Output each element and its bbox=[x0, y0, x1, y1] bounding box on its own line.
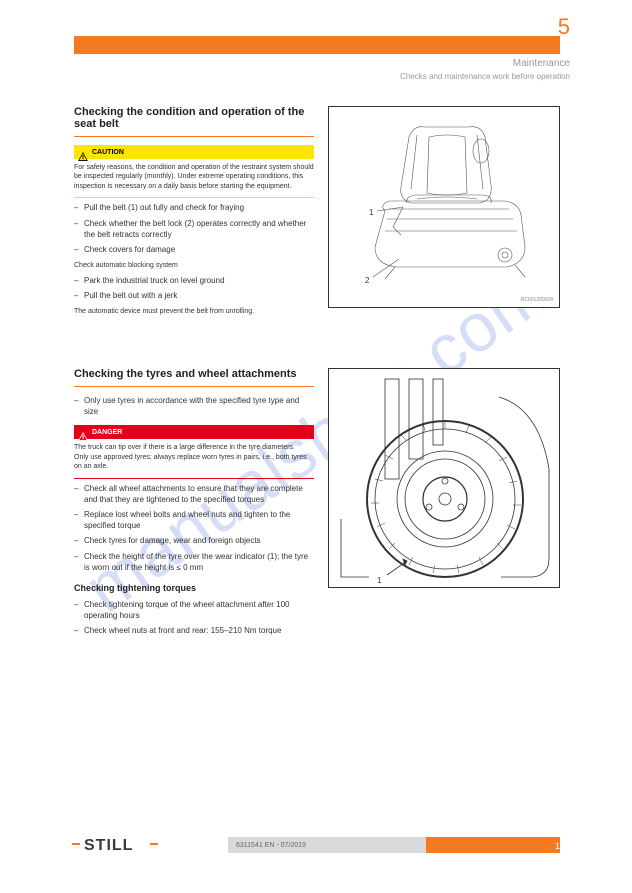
caution-end-rule bbox=[74, 197, 314, 198]
callout-1: 1 bbox=[369, 208, 374, 217]
seat-drawing-icon: 1 2 bbox=[329, 107, 561, 309]
caution-label: CAUTION bbox=[92, 149, 124, 156]
footer-orange-bar bbox=[426, 837, 560, 853]
danger-end-rule bbox=[74, 478, 314, 479]
danger-label: DANGER bbox=[92, 429, 122, 436]
section-heading-seatbelt: Checking the condition and operation of … bbox=[74, 106, 314, 130]
bullet-item: Pull the belt (1) out fully and check fo… bbox=[74, 202, 314, 213]
bullet-item: Check covers for damage bbox=[74, 244, 314, 255]
callout-1: 1 bbox=[377, 576, 382, 585]
caution-bar: CAUTION bbox=[74, 145, 314, 159]
section-seatbelt: Checking the condition and operation of … bbox=[74, 106, 314, 316]
warning-triangle-icon bbox=[78, 148, 88, 157]
caution-body: For safety reasons, the condition and op… bbox=[74, 163, 314, 191]
page-root: manualshive.com 5 Maintenance Checks and… bbox=[0, 0, 632, 893]
bullet-item: Only use tyres in accordance with the sp… bbox=[74, 395, 314, 417]
section-tyres: Checking the tyres and wheel attachments… bbox=[74, 368, 314, 637]
bullet-item: Check tightening torque of the wheel att… bbox=[74, 599, 314, 621]
heading-rule bbox=[74, 386, 314, 387]
section-heading-tyres: Checking the tyres and wheel attachments bbox=[74, 368, 314, 380]
bullet-item: Park the industrial truck on level groun… bbox=[74, 275, 314, 286]
bullet-item: Check all wheel attachments to ensure th… bbox=[74, 483, 314, 505]
callout-2: 2 bbox=[365, 276, 370, 285]
tyre-drawing-icon: 1 bbox=[329, 369, 561, 589]
bullet-item: Check tyres for damage, wear and foreign… bbox=[74, 535, 314, 546]
final-note: The automatic device must prevent the be… bbox=[74, 307, 314, 316]
svg-text:STILL: STILL bbox=[84, 837, 133, 854]
heading-rule bbox=[74, 136, 314, 137]
warning-triangle-icon bbox=[78, 428, 88, 437]
bullet-item: Check whether the belt lock (2) operates… bbox=[74, 218, 314, 240]
figure-tyre: 1 bbox=[328, 368, 560, 588]
check-auto-text: Check automatic blocking system bbox=[74, 261, 314, 270]
chapter-title: Maintenance bbox=[513, 58, 570, 69]
torque-heading: Checking tightening torques bbox=[74, 583, 314, 593]
bullet-item: Check wheel nuts at front and rear: 155–… bbox=[74, 625, 314, 636]
header-subtitle: Checks and maintenance work before opera… bbox=[400, 72, 570, 81]
figure-seat: 1 2 RC601200028 bbox=[328, 106, 560, 308]
footer-page-number: 175 bbox=[555, 841, 570, 851]
still-logo-icon: STILL bbox=[72, 832, 158, 861]
header-orange-bar bbox=[74, 36, 560, 54]
figure-code: RC601200028 bbox=[521, 297, 553, 303]
danger-body: The truck can tip over if there is a lar… bbox=[74, 443, 314, 471]
footer-doc-id: 6311541 EN - 07/2019 bbox=[236, 842, 306, 849]
bullet-item: Check the height of the tyre over the we… bbox=[74, 551, 314, 573]
bullet-item: Pull the belt out with a jerk bbox=[74, 290, 314, 301]
danger-bar: DANGER bbox=[74, 425, 314, 439]
bullet-item: Replace lost wheel bolts and wheel nuts … bbox=[74, 509, 314, 531]
